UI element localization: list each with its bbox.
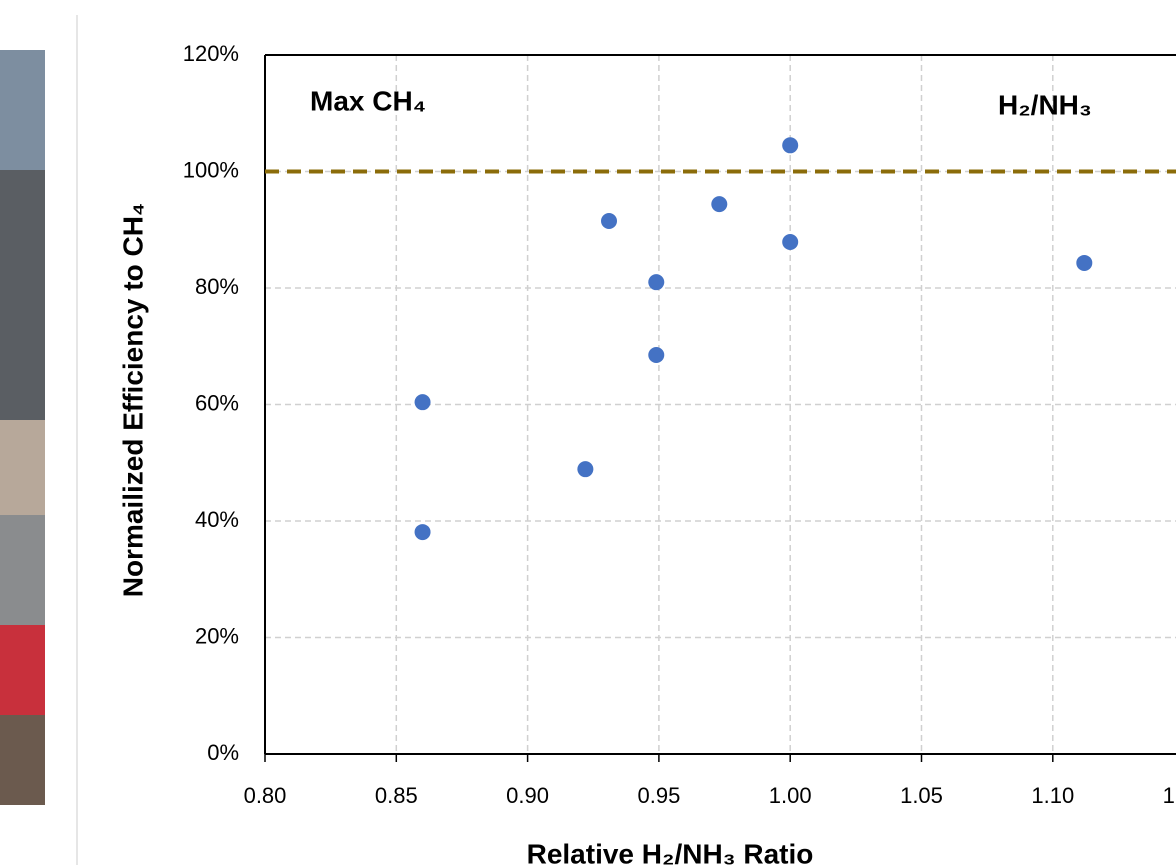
x-tick-label: 1.05 — [900, 783, 943, 808]
y-axis-title: Normailized Efficiency to CH₄ — [117, 203, 148, 598]
data-point — [414, 394, 431, 411]
y-tick-label: 60% — [195, 390, 239, 415]
data-point — [601, 213, 618, 230]
y-tick-label: 120% — [183, 41, 239, 66]
y-tick-label: 40% — [195, 507, 239, 532]
data-point — [577, 461, 594, 478]
photo-red — [0, 625, 45, 715]
y-tick-label: 100% — [183, 157, 239, 182]
data-point — [782, 137, 799, 154]
data-point — [782, 233, 799, 250]
x-tick-label: 1.15 — [1163, 783, 1176, 808]
photo — [0, 50, 45, 805]
data-point — [648, 346, 665, 363]
reference-label: Max CH₄ — [310, 85, 426, 116]
y-tick-label: 0% — [207, 740, 239, 765]
x-tick-label: 0.80 — [244, 783, 287, 808]
photo-machine — [0, 515, 45, 625]
legend-label: H₂/NH₃ — [998, 89, 1092, 120]
data-point — [414, 524, 431, 541]
photo-ground — [0, 715, 45, 805]
y-tick-label: 80% — [195, 274, 239, 299]
x-tick-label: 0.90 — [506, 783, 549, 808]
data-point — [1076, 254, 1093, 271]
x-tick-label: 1.00 — [769, 783, 812, 808]
data-point — [648, 274, 665, 291]
x-tick-label: 0.95 — [637, 783, 680, 808]
x-tick-label: 1.10 — [1031, 783, 1074, 808]
data-point — [711, 196, 728, 213]
x-axis-title: Relative H₂/NH₃ Ratio — [527, 838, 814, 865]
y-tick-label: 20% — [195, 623, 239, 648]
x-tick-label: 0.85 — [375, 783, 418, 808]
photo-top — [0, 50, 45, 170]
photo-floor — [0, 420, 45, 515]
